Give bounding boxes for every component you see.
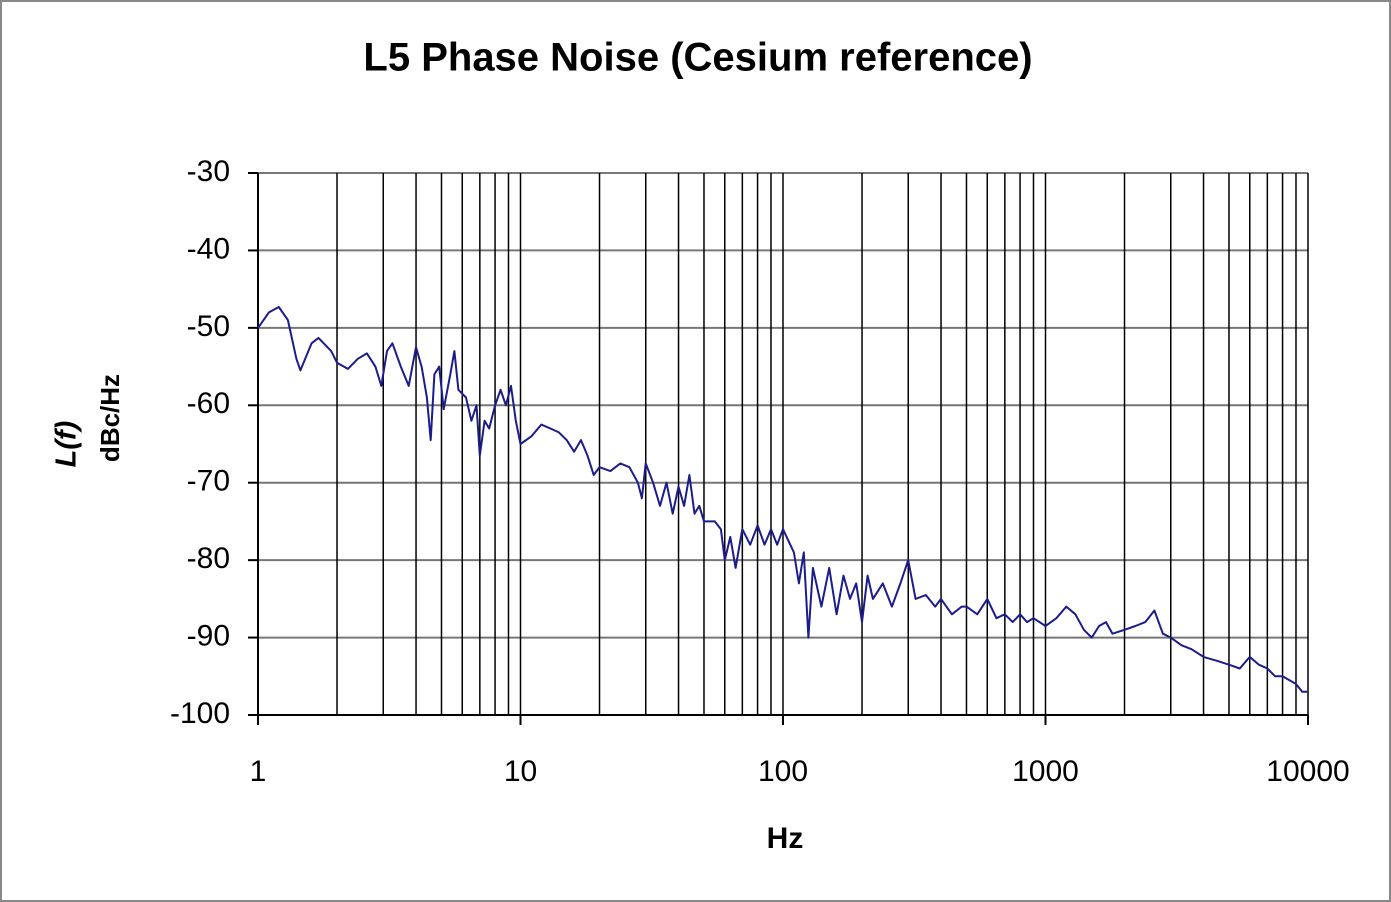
x-tick-label: 10000 bbox=[1266, 755, 1349, 788]
y-tick-label: -80 bbox=[187, 542, 230, 575]
y-tick-label: -50 bbox=[187, 310, 230, 343]
y-tick-label: -30 bbox=[187, 155, 230, 188]
x-tick-label: 10 bbox=[504, 755, 537, 788]
data-line bbox=[257, 306, 1308, 693]
chart-title: L5 Phase Noise (Cesium reference) bbox=[363, 36, 1032, 80]
y-axis-label: L(f) bbox=[51, 421, 83, 468]
x-tick-label: 1 bbox=[250, 755, 267, 788]
y-tick-label: -100 bbox=[170, 697, 230, 730]
y-axis-unit: dBc/Hz bbox=[95, 374, 125, 462]
x-tick-label: 1000 bbox=[1012, 755, 1079, 788]
y-tick-label: -70 bbox=[187, 465, 230, 498]
x-tick-label: 100 bbox=[758, 755, 808, 788]
y-tick-label: -90 bbox=[187, 619, 230, 652]
y-tick-label: -60 bbox=[187, 387, 230, 420]
x-axis-label: Hz bbox=[767, 822, 804, 855]
y-tick-label: -40 bbox=[187, 232, 230, 265]
